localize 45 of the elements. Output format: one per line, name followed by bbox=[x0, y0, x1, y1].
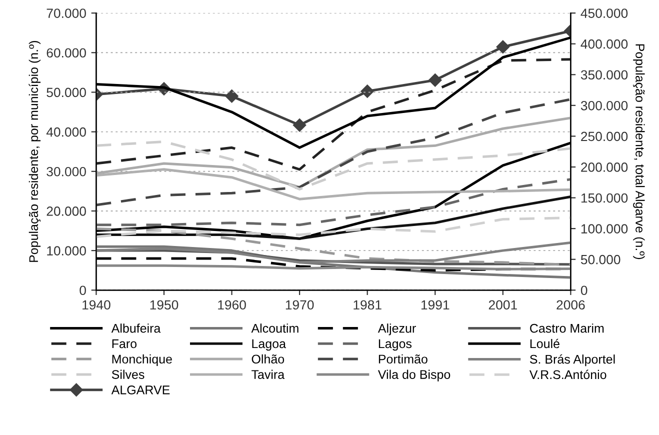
y-axis-title: População residente, por município (n.º) bbox=[28, 40, 41, 262]
y2-tick-label: 350.000 bbox=[580, 70, 628, 80]
y-tick-label: 70.000 bbox=[46, 8, 86, 18]
y-tick-label: 20.000 bbox=[46, 206, 86, 216]
legend-label: Faro bbox=[112, 339, 137, 348]
legend-label: Loulé bbox=[530, 338, 560, 348]
legend-label: Portimão bbox=[378, 354, 428, 364]
legend-label: ALGARVE bbox=[111, 386, 170, 394]
x-tick-label: 1950 bbox=[150, 300, 178, 310]
y-tick-label: 60.000 bbox=[46, 48, 86, 58]
y2-axis-title: População residente, total Algarve (n.º) bbox=[633, 44, 645, 260]
x-tick-label: 1991 bbox=[421, 300, 450, 310]
legend-label: Lagoa bbox=[252, 339, 286, 351]
legend-label: V.R.S.António bbox=[529, 370, 606, 380]
legend-label: Castro Marim bbox=[530, 324, 604, 333]
legend-label: Albufeira bbox=[111, 324, 161, 333]
y2-tick-label: 0 bbox=[580, 286, 588, 296]
legend-label: Vila do Bispo bbox=[378, 370, 450, 382]
legend-label: Alcoutim bbox=[251, 324, 298, 333]
y2-tick-label: 250.000 bbox=[581, 132, 628, 142]
y2-tick-label: 50.000 bbox=[580, 254, 620, 264]
y-tick-label: 0 bbox=[80, 286, 86, 296]
y-tick-label: 10.000 bbox=[47, 246, 86, 256]
y-tick-label: 30.000 bbox=[46, 166, 86, 176]
x-tick-label: 2001 bbox=[488, 300, 517, 310]
y2-tick-label: 400.000 bbox=[580, 39, 628, 49]
legend-label: Olhão bbox=[252, 354, 284, 364]
x-tick-label: 1970 bbox=[286, 300, 314, 310]
legend-label: Lagos bbox=[378, 339, 412, 351]
legend-label: Monchique bbox=[112, 354, 172, 366]
legend-label: Silves bbox=[112, 370, 144, 379]
y2-tick-label: 450.000 bbox=[580, 8, 628, 18]
x-tick-label: 1960 bbox=[218, 300, 246, 310]
y2-tick-label: 150.000 bbox=[581, 193, 628, 203]
y-tick-label: 50.000 bbox=[46, 88, 86, 98]
y2-tick-label: 300.000 bbox=[580, 100, 628, 110]
x-tick-label: 2006 bbox=[556, 300, 585, 310]
y2-tick-label: 200.000 bbox=[581, 162, 628, 172]
x-tick-label: 1940 bbox=[82, 300, 110, 310]
x-tick-label: 1981 bbox=[354, 300, 382, 310]
y-tick-label: 40.000 bbox=[46, 127, 86, 137]
legend-label: S. Brás Alportel bbox=[530, 354, 615, 366]
legend-label: Aljezur bbox=[378, 324, 416, 336]
legend-label: Tavira bbox=[252, 370, 285, 379]
y2-tick-label: 100.000 bbox=[581, 224, 628, 234]
